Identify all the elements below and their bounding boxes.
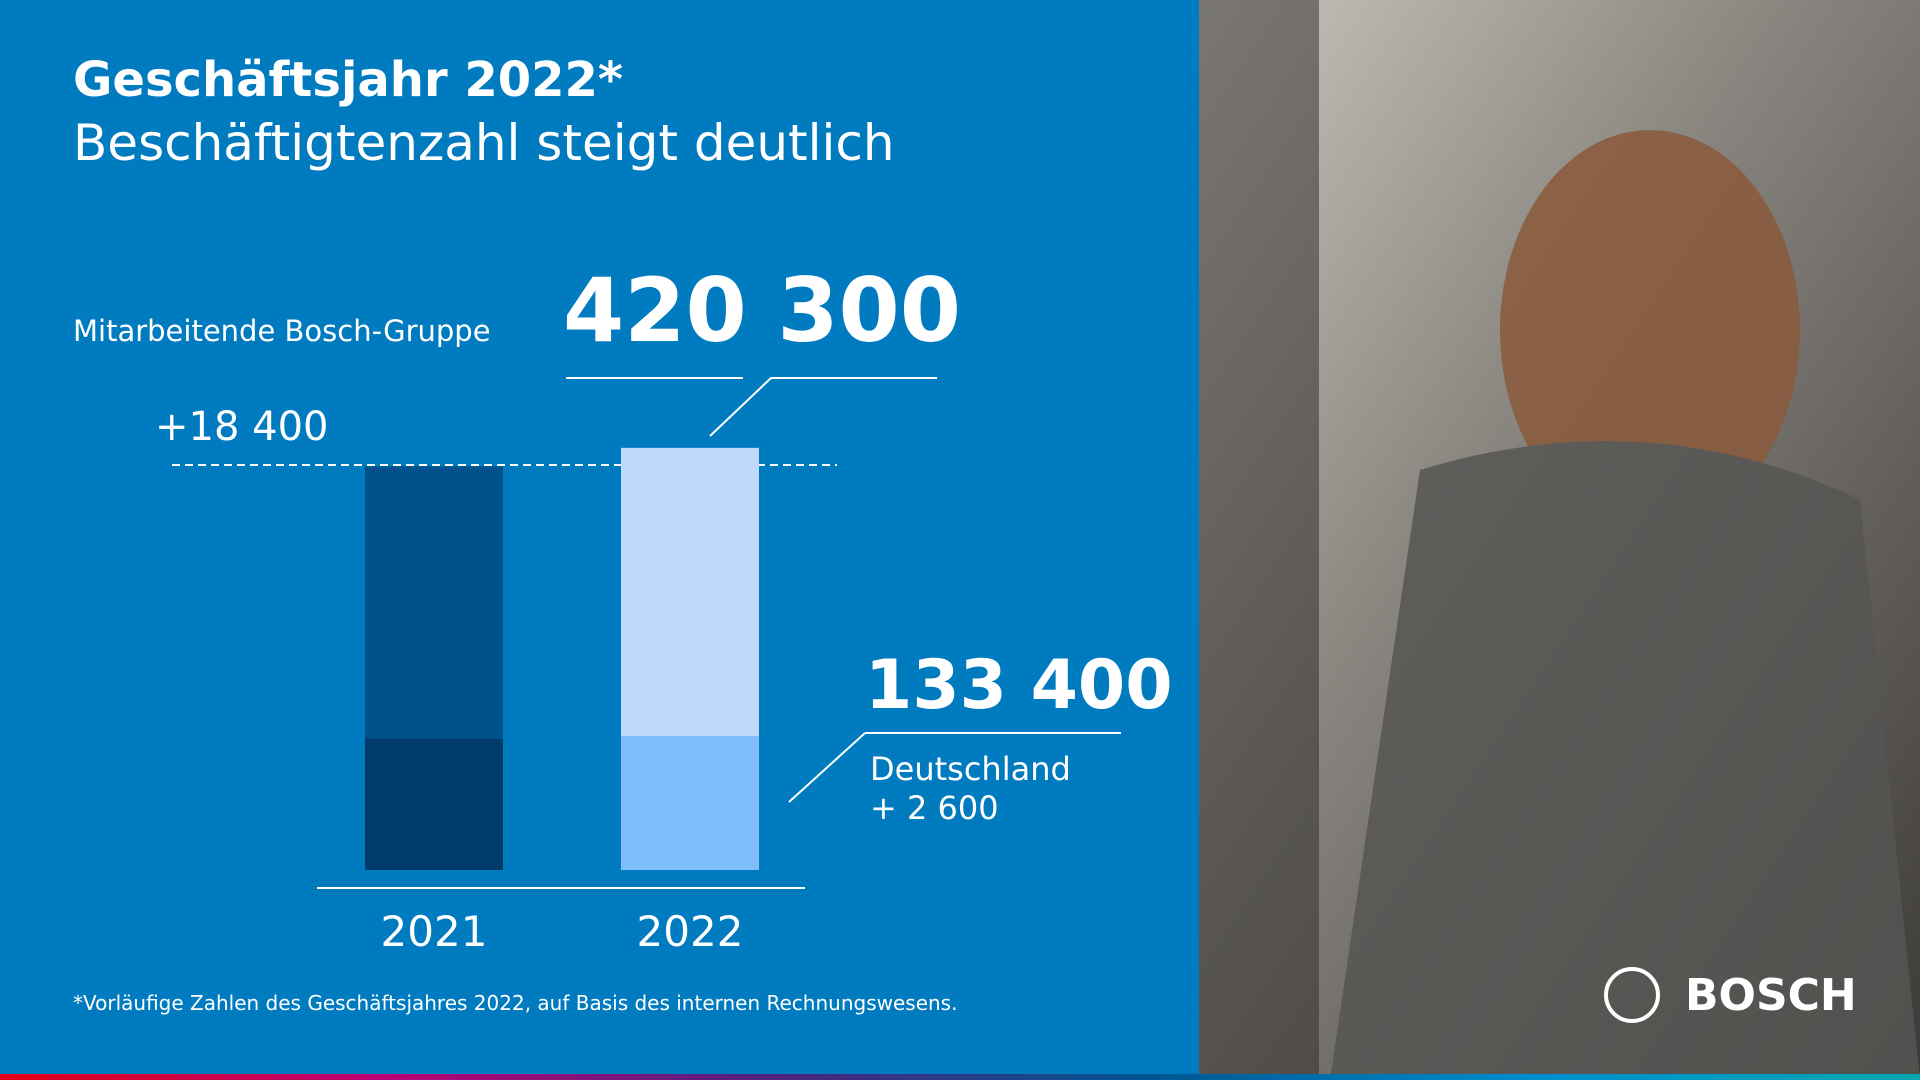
chart-title: Geschäftsjahr 2022* (73, 52, 623, 108)
x-tick-label: 2021 (381, 907, 488, 956)
brand: BOSCH (1685, 970, 1857, 1021)
leader-total (566, 377, 937, 437)
chart-subtitle: Beschäftigtenzahl steigt deutlich (73, 114, 895, 172)
total-label: Mitarbeitende Bosch-Gruppe (73, 314, 491, 348)
panel (0, 0, 1199, 1080)
brand-logo (1604, 967, 1660, 1023)
footnote: *Vorläufige Zahlen des Geschäftsjahres 2… (73, 991, 957, 1015)
photo-figure (1199, 0, 1920, 1080)
color-strip (0, 1074, 1920, 1080)
change-label: +18 400 (155, 404, 328, 450)
x-tick-label: 2022 (637, 907, 744, 956)
series-label: Deutschland (870, 750, 1071, 788)
leader-de (788, 732, 1121, 803)
bar-segment (621, 736, 759, 870)
value-label: 133 400 (865, 646, 1173, 725)
bar-segment (365, 738, 503, 870)
series-change: + 2 600 (870, 789, 999, 827)
bar-segment (365, 466, 503, 739)
bar-segment (621, 447, 759, 737)
total-value: 420 300 (563, 259, 961, 362)
